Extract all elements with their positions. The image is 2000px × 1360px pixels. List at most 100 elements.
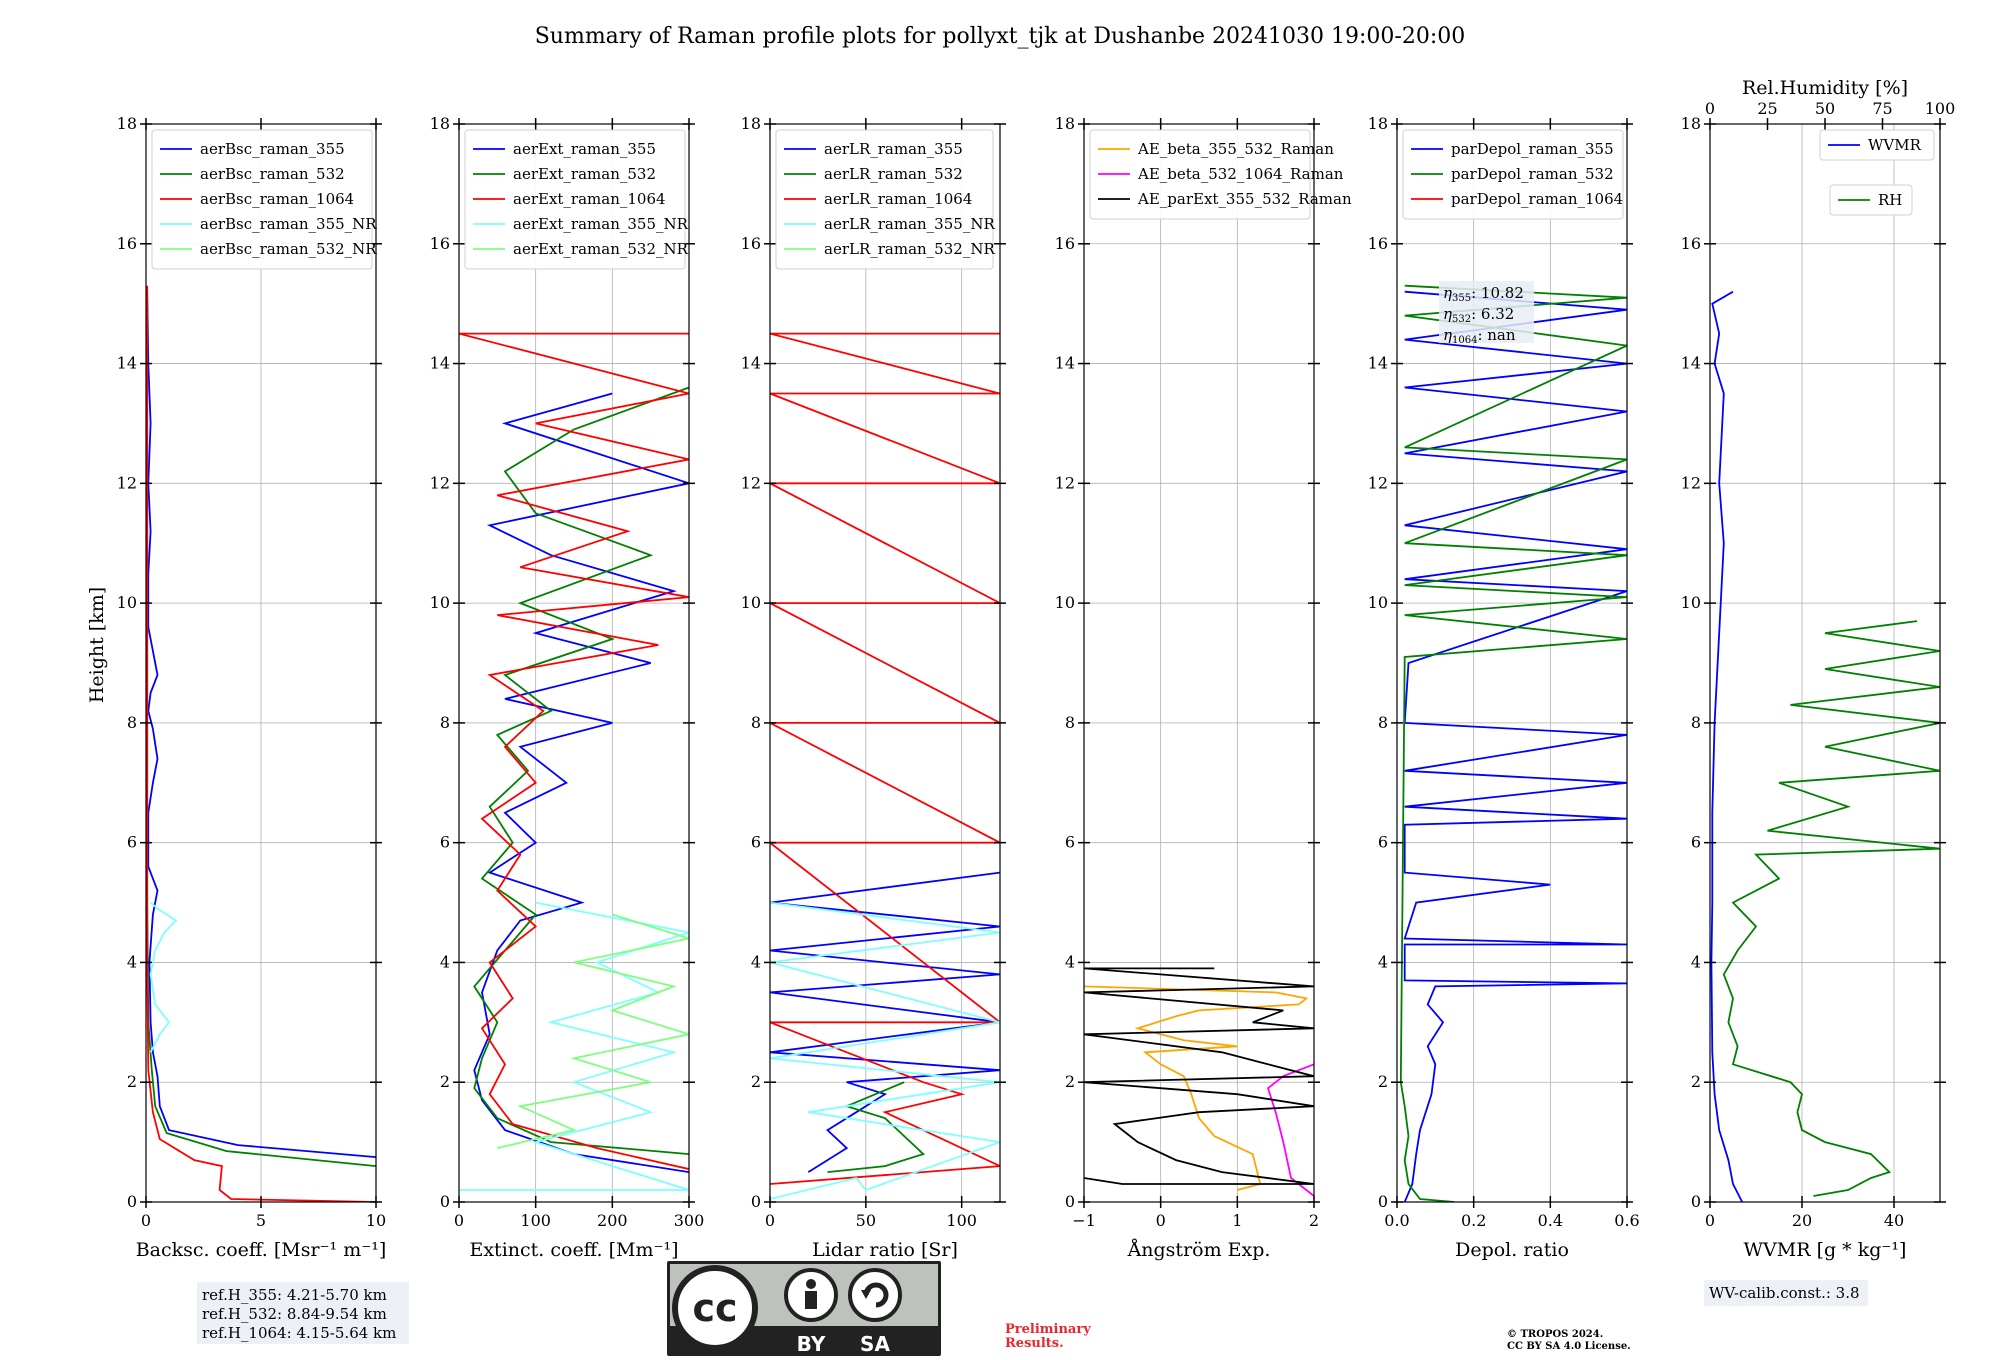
- top-x-tick-label: 50: [1815, 99, 1835, 118]
- series-line-aerBsc_raman_532: [146, 303, 376, 1167]
- figure-title: Summary of Raman profile plots for polly…: [535, 24, 1466, 49]
- x-tick-label: 20: [1792, 1211, 1812, 1230]
- legend: AE_beta_355_532_Raman AE_beta_532_1064_Ra…: [1089, 129, 1352, 220]
- x-tick-label: 0.2: [1461, 1211, 1486, 1230]
- y-tick-label: 16: [1055, 234, 1075, 253]
- x-tick-label: −1: [1072, 1211, 1096, 1230]
- y-tick-label: 2: [127, 1072, 137, 1091]
- legend-label-aerBsc_raman_355_NR: aerBsc_raman_355_NR: [200, 215, 377, 233]
- x-tick-label: 200: [597, 1211, 628, 1230]
- y-tick-label: 10: [117, 593, 137, 612]
- x-axis-label: Depol. ratio: [1455, 1239, 1569, 1261]
- copyright-line-2: CC BY SA 4.0 License.: [1507, 1341, 1631, 1352]
- legend-label-parDepol_raman_532: parDepol_raman_532: [1451, 165, 1614, 183]
- y-tick-label: 12: [117, 473, 137, 492]
- panel-5: 0 2 4 6 8 10 12 14 16 18 0.0 0.2 0.4 0.6 Depol. ratio p…: [1368, 114, 1640, 1261]
- badge-sa-label: SA: [860, 1332, 890, 1356]
- series-line-aerLR_raman_355_NR: [770, 901, 1000, 1200]
- x-axis-label: WVMR [g * kg⁻¹]: [1744, 1239, 1907, 1261]
- series-line-aerBsc_raman_1064: [146, 285, 376, 1202]
- x-tick-label: 0.4: [1538, 1211, 1563, 1230]
- ref-height-1064: ref.H_1064: 4.15-5.64 km: [202, 1324, 396, 1342]
- eta-value-532: η532: 6.32: [1443, 305, 1514, 325]
- y-tick-label: 2: [1065, 1072, 1075, 1091]
- y-tick-label: 12: [1055, 473, 1075, 492]
- y-tick-label: 14: [741, 354, 761, 373]
- legend-label-aerExt_raman_355: aerExt_raman_355: [513, 140, 656, 158]
- y-tick-label: 4: [751, 952, 761, 971]
- legend-label-aerExt_raman_532: aerExt_raman_532: [513, 165, 656, 183]
- legend-label-aerLR_raman_532: aerLR_raman_532: [824, 165, 963, 183]
- y-tick-label: 12: [741, 473, 761, 492]
- y-tick-label: 0: [1691, 1192, 1701, 1211]
- y-tick-label: 18: [117, 114, 137, 133]
- y-tick-label: 16: [117, 234, 137, 253]
- legend-label-aerLR_raman_532_NR: aerLR_raman_532_NR: [824, 240, 995, 258]
- y-tick-label: 16: [1681, 234, 1701, 253]
- x-tick-label: 0: [454, 1211, 464, 1230]
- y-tick-label: 14: [430, 354, 450, 373]
- y-tick-label: 18: [1368, 114, 1388, 133]
- top-x-tick-label: 100: [1925, 99, 1956, 118]
- y-tick-label: 14: [1368, 354, 1388, 373]
- y-tick-label: 10: [430, 593, 450, 612]
- legend-label-aerLR_raman_355_NR: aerLR_raman_355_NR: [824, 215, 995, 233]
- panel-2: 0 2 4 6 8 10 12 14 16 18 0 100 200 300 Extinct. coeff.…: [430, 114, 705, 1261]
- y-tick-label: 10: [1681, 593, 1701, 612]
- y-tick-label: 8: [1691, 713, 1701, 732]
- y-tick-label: 4: [1378, 952, 1388, 971]
- preliminary-label-1: Preliminary: [1005, 1322, 1091, 1337]
- y-tick-label: 4: [127, 952, 137, 971]
- y-tick-label: 6: [1691, 833, 1701, 852]
- x-tick-label: 100: [520, 1211, 551, 1230]
- legend-label-aerBsc_raman_355: aerBsc_raman_355: [200, 140, 345, 158]
- reference-height-box: ref.H_355: 4.21-5.70 km ref.H_532: 8.84-…: [197, 1282, 409, 1344]
- x-tick-label: 0: [141, 1211, 151, 1230]
- y-tick-label: 0: [1065, 1192, 1075, 1211]
- x-tick-label: 0: [765, 1211, 775, 1230]
- series-line-aerLR_raman_1064: [770, 332, 1000, 1185]
- y-tick-label: 18: [741, 114, 761, 133]
- y-tick-label: 4: [440, 952, 450, 971]
- x-axis-label: Lidar ratio [Sr]: [812, 1239, 958, 1261]
- y-tick-label: 14: [1055, 354, 1075, 373]
- y-tick-label: 12: [1368, 473, 1388, 492]
- legend-label: WVMR: [1868, 136, 1922, 154]
- series-line-AE_beta_532_1064_Raman: [1266, 1063, 1314, 1197]
- series-line-aerExt_raman_1064: [459, 332, 689, 1170]
- y-tick-label: 8: [1065, 713, 1075, 732]
- y-tick-label: 14: [117, 354, 137, 373]
- axes-frame: [458, 123, 690, 1203]
- series-line-aerBsc_raman_355: [146, 291, 376, 1158]
- y-tick-label: 10: [1368, 593, 1388, 612]
- x-tick-label: 2: [1309, 1211, 1319, 1230]
- series-line-WVMR: [1710, 290, 1744, 1202]
- x-tick-label: 0: [1705, 1211, 1715, 1230]
- axes-frame: [769, 123, 1001, 1203]
- panel-3: 0 2 4 6 8 10 12 14 16 18 0 50 100 Lidar ratio [Sr] aer…: [741, 114, 1006, 1261]
- y-tick-label: 6: [440, 833, 450, 852]
- series-line-aerExt_raman_355_NR: [459, 901, 689, 1191]
- legend-label-aerBsc_raman_532: aerBsc_raman_532: [200, 165, 345, 183]
- axes-frame: [1083, 123, 1315, 1203]
- y-tick-label: 8: [127, 713, 137, 732]
- y-tick-label: 8: [440, 713, 450, 732]
- y-tick-label: 14: [1681, 354, 1701, 373]
- legend-label-AE_beta_532_1064_Raman: AE_beta_532_1064_Raman: [1137, 165, 1344, 183]
- axes-frame: [1709, 123, 1941, 1203]
- eta-value-1064: η1064: nan: [1443, 326, 1516, 346]
- x-tick-label: 1: [1232, 1211, 1242, 1230]
- x-tick-label: 300: [674, 1211, 705, 1230]
- legend-label-aerExt_raman_532_NR: aerExt_raman_532_NR: [513, 240, 689, 258]
- eta-value-355: η355: 10.82: [1443, 284, 1524, 304]
- series-line-aerLR_raman_532: [827, 1081, 926, 1173]
- series-line-aerLR_raman_355: [770, 871, 1000, 1173]
- top-x-tick-label: 25: [1757, 99, 1777, 118]
- legend-label-parDepol_raman_1064: parDepol_raman_1064: [1451, 190, 1623, 208]
- legend-label-aerBsc_raman_532_NR: aerBsc_raman_532_NR: [200, 240, 377, 258]
- series-line-parDepol_raman_532: [1399, 284, 1627, 1202]
- y-tick-label: 2: [751, 1072, 761, 1091]
- y-tick-label: 4: [1065, 952, 1075, 971]
